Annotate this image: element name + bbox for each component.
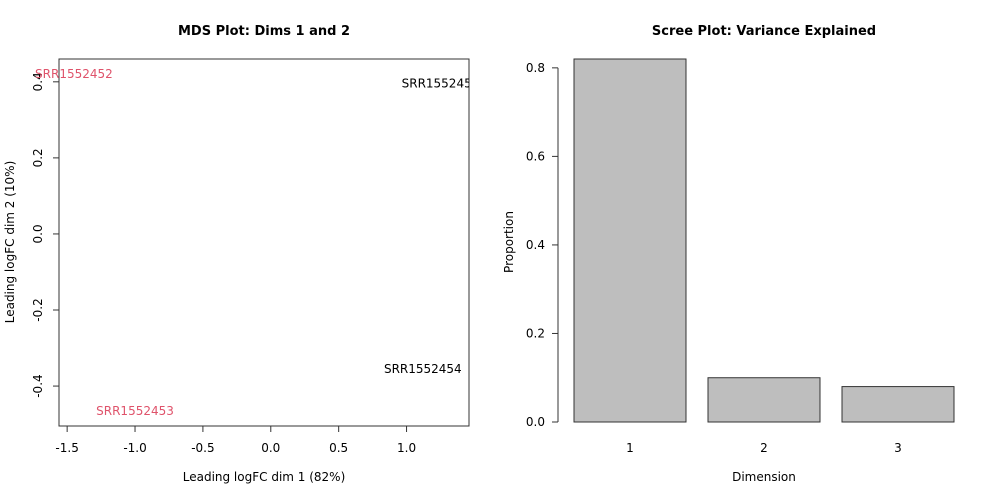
mds-x-tick-label: 1.0 [397,441,416,455]
scree-title: Scree Plot: Variance Explained [652,24,876,39]
mds-y-tick-label: 0.2 [31,148,45,167]
mds-x-axis-label: Leading logFC dim 1 (82%) [183,470,346,484]
scree-y-tick-label: 0.6 [526,149,545,163]
mds-y-tick-label: -0.2 [31,298,45,321]
scree-y-tick-label: 0.2 [526,326,545,340]
mds-y-tick-label: -0.4 [31,374,45,397]
mds-title: MDS Plot: Dims 1 and 2 [178,24,350,39]
mds-y-tick-label: 0.0 [31,224,45,243]
mds-x-ticks: -1.5 -1.0 -0.5 0.0 0.5 1.0 [55,426,416,455]
scree-x-ticks: 1 2 3 [626,441,902,455]
scree-y-tick-label: 0.8 [526,61,545,75]
scree-y-ticks: 0.0 0.2 0.4 0.6 0.8 [526,61,559,429]
mds-point-label: SRR1552452 [35,67,113,81]
mds-x-tick-label: -1.5 [55,441,78,455]
scree-x-tick-label: 3 [894,441,902,455]
mds-x-tick-label: -1.0 [123,441,146,455]
mds-point-label: SRR1552455 [402,77,480,91]
mds-panel: MDS Plot: Dims 1 and 2 Leading logFC dim… [3,24,480,484]
scree-panel: Scree Plot: Variance Explained Dimension… [502,24,955,484]
mds-points: SRR1552452 SRR1552455 SRR1552454 SRR1552453 [35,67,480,418]
mds-y-axis-label: Leading logFC dim 2 (10%) [3,161,17,324]
scree-bar [841,386,955,423]
scree-y-tick-label: 0.4 [526,238,545,252]
mds-x-tick-label: -0.5 [191,441,214,455]
mds-x-tick-label: 0.0 [261,441,280,455]
scree-x-tick-label: 1 [626,441,634,455]
mds-y-tick-label: 0.4 [31,72,45,91]
scree-bars [573,58,955,423]
mds-point-label: SRR1552453 [96,404,174,418]
mds-x-tick-label: 0.5 [329,441,348,455]
mds-point-label: SRR1552454 [384,362,462,376]
scree-x-tick-label: 2 [760,441,768,455]
scree-bar [707,377,821,423]
mds-plot-frame [58,58,470,427]
scree-x-axis-label: Dimension [732,470,796,484]
scree-y-tick-label: 0.0 [526,415,545,429]
mds-y-ticks: -0.4 -0.2 0.0 0.2 0.4 [31,72,59,398]
scree-y-axis-label: Proportion [502,211,516,273]
scree-bar [573,58,687,423]
